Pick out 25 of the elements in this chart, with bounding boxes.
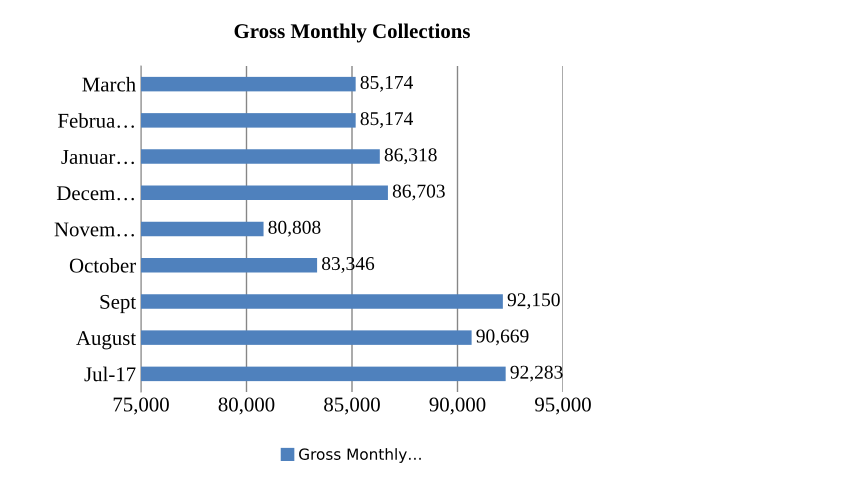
data-label: 92,150 [508,293,560,310]
x-tick-label: 80,000 [218,397,274,415]
data-label: 85,174 [360,76,414,92]
y-tick-label: August [76,331,136,350]
data-label: 86,703 [392,184,445,200]
y-tick-label: Jul-17 [84,366,136,382]
y-tick-label: Novem… [54,222,134,237]
data-label: 86,318 [384,148,437,164]
chart-title: Gross Monthly Collections [234,24,470,42]
data-label: 85,174 [360,112,414,128]
y-tick-label: March [82,76,136,92]
y-tick-label: Februa… [58,113,134,128]
legend-label: Gross Monthly… [299,448,421,463]
data-label: 92,283 [510,366,563,382]
y-tick-label: Decem… [56,186,134,200]
x-tick-label: 95,000 [535,397,591,415]
y-tick-label: Januar… [61,150,134,164]
data-label: 80,808 [268,220,320,237]
x-tick-label: 75,000 [114,397,169,415]
y-tick-label: October [70,258,136,273]
data-label: 83,346 [322,256,374,273]
x-tick-label: 90,000 [430,397,486,415]
y-tick-label: Sept [100,294,136,314]
x-tick-label: 85,000 [324,397,380,415]
data-label: 90,669 [476,329,528,346]
